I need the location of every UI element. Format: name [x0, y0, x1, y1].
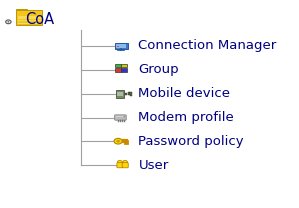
FancyBboxPatch shape [16, 10, 42, 25]
FancyBboxPatch shape [115, 115, 126, 120]
FancyBboxPatch shape [115, 64, 120, 67]
FancyBboxPatch shape [18, 16, 41, 24]
FancyBboxPatch shape [121, 68, 126, 72]
Text: CoA: CoA [25, 12, 54, 27]
FancyBboxPatch shape [116, 44, 126, 48]
FancyBboxPatch shape [117, 163, 123, 168]
FancyBboxPatch shape [125, 93, 127, 94]
Text: Modem profile: Modem profile [138, 111, 234, 124]
Circle shape [123, 160, 128, 164]
FancyBboxPatch shape [130, 92, 132, 96]
FancyBboxPatch shape [116, 90, 124, 98]
FancyBboxPatch shape [128, 92, 129, 95]
Circle shape [6, 20, 11, 24]
FancyBboxPatch shape [115, 68, 120, 72]
Text: Group: Group [138, 63, 179, 76]
Circle shape [123, 116, 125, 117]
FancyBboxPatch shape [117, 116, 123, 117]
Text: Password policy: Password policy [138, 135, 244, 148]
Text: Connection Manager: Connection Manager [138, 39, 277, 52]
Text: Mobile device: Mobile device [138, 87, 231, 100]
FancyBboxPatch shape [122, 163, 128, 168]
FancyBboxPatch shape [121, 64, 126, 67]
Circle shape [116, 140, 120, 142]
Text: User: User [138, 159, 169, 172]
Circle shape [117, 160, 122, 164]
Circle shape [114, 138, 122, 144]
Circle shape [7, 21, 9, 22]
FancyBboxPatch shape [117, 48, 119, 49]
FancyBboxPatch shape [117, 46, 119, 47]
FancyBboxPatch shape [115, 43, 128, 49]
FancyBboxPatch shape [16, 9, 27, 14]
FancyBboxPatch shape [117, 92, 123, 96]
